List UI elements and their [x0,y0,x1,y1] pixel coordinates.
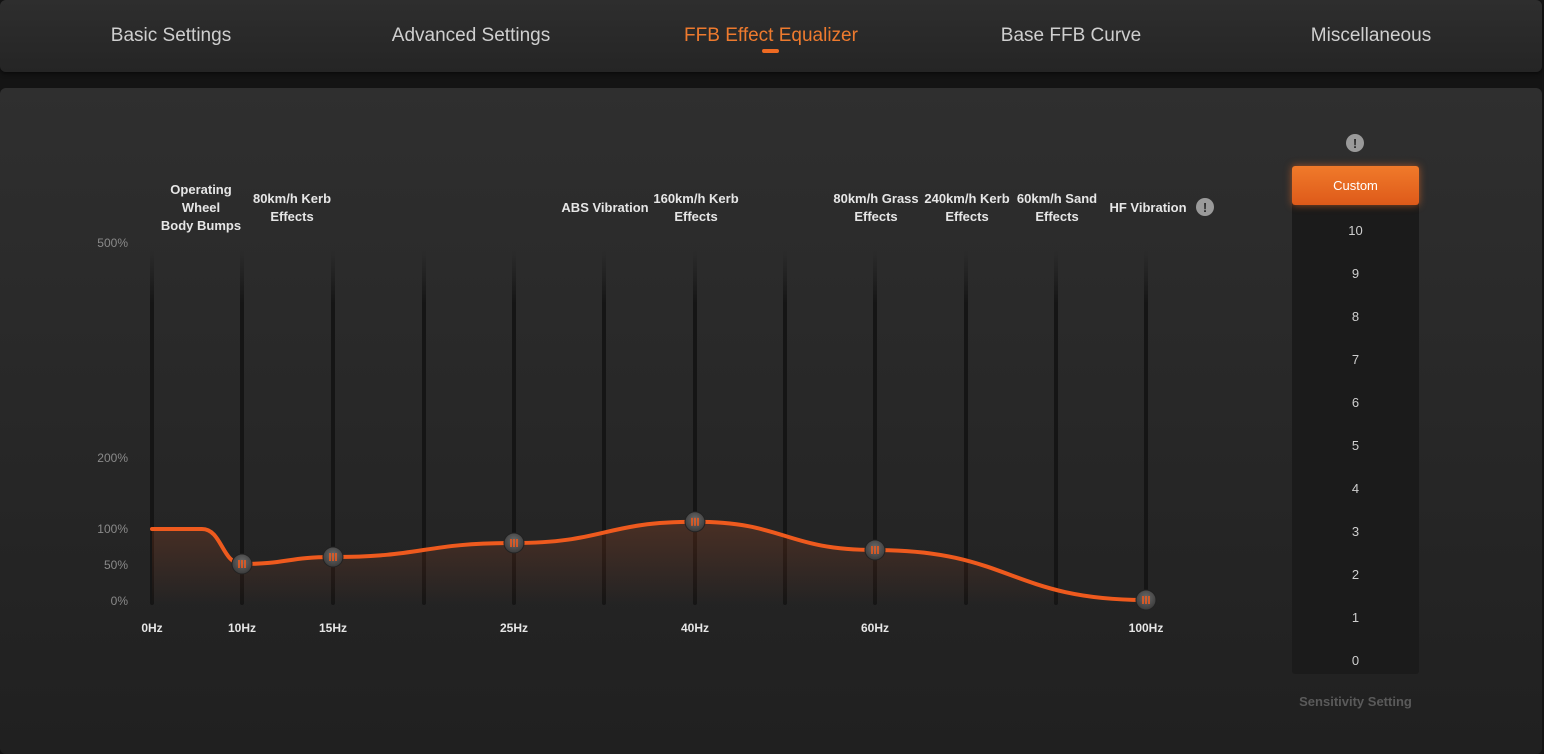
band-label-text: 80km/h Kerb Effects [252,191,332,224]
sensitivity-caption: Sensitivity Setting [1299,694,1412,709]
band-label-text: HF Vibration [1109,200,1187,215]
slider-track [331,250,335,605]
y-tick-200: 200% [97,451,128,465]
band-label-text: 80km/h Grass Effects [833,191,919,224]
band-label-text: Operating Wheel Body Bumps [160,182,242,233]
sensitivity-list [1292,166,1419,674]
tab-base-ffb-curve[interactable]: Base FFB Curve [1000,25,1142,46]
slider-track [150,250,154,605]
equalizer-curve [150,519,1148,602]
slider-track [873,250,877,605]
y-tick-500: 500% [97,236,128,250]
slider-track [602,250,606,605]
slider-track [240,250,244,605]
x-tick-40hz: 40Hz [680,621,710,635]
sensitivity-option-5[interactable]: 5 [1351,437,1360,453]
band-label-operating-wheel-body-bumps: Operating Wheel Body Bumps [161,181,241,235]
x-tick-60hz: 60Hz [860,621,890,635]
sensitivity-option-custom[interactable]: Custom [1292,166,1419,205]
band-knob[interactable] [503,532,525,554]
band-label-80kmh-grass: 80km/h Grass Effects [833,190,918,226]
band-label-text: ABS Vibration [561,200,649,215]
x-tick-100hz: 100Hz [1128,621,1164,635]
slider-track [783,250,787,605]
sensitivity-option-9[interactable]: 9 [1351,265,1360,281]
band-label-80kmh-kerb: 80km/h Kerb Effects [253,190,331,226]
band-label-text: 160km/h Kerb Effects [653,191,739,224]
sensitivity-option-2[interactable]: 2 [1351,566,1360,582]
tab-ffb-effect-equalizer[interactable]: FFB Effect Equalizer [684,25,858,46]
equalizer-panel [0,88,1542,754]
tab-miscellaneous[interactable]: Miscellaneous [1310,25,1432,46]
band-knob[interactable] [684,511,706,533]
x-tick-0hz: 0Hz [141,621,163,635]
slider-track [422,250,426,605]
band-label-abs-vibration: ABS Vibration [561,199,648,217]
band-knob[interactable] [231,553,253,575]
sensitivity-option-4[interactable]: 4 [1351,480,1360,496]
sensitivity-option-8[interactable]: 8 [1351,308,1360,324]
sensitivity-option-3[interactable]: 3 [1351,523,1360,539]
slider-track [964,250,968,605]
y-tick-0: 0% [110,594,128,608]
band-label-60kmh-sand: 60km/h Sand Effects [1017,190,1097,226]
top-tab-bar: Basic Settings Advanced Settings FFB Eff… [0,0,1542,72]
tab-basic-settings[interactable]: Basic Settings [110,25,232,46]
active-tab-indicator [762,49,779,53]
slider-track [1054,250,1058,605]
band-label-160kmh-kerb: 160km/h Kerb Effects [653,190,738,226]
band-knob[interactable] [1135,589,1157,611]
band-label-240kmh-kerb: 240km/h Kerb Effects [924,190,1009,226]
band-label-text: 60km/h Sand Effects [1016,191,1098,224]
sensitivity-option-10[interactable]: 10 [1348,222,1363,238]
sensitivity-info-icon[interactable]: ! [1346,134,1364,152]
sensitivity-option-7[interactable]: 7 [1351,351,1360,367]
slider-track [1144,250,1148,605]
sensitivity-option-1[interactable]: 1 [1351,609,1360,625]
band-label-text: 240km/h Kerb Effects [924,191,1010,224]
y-tick-100: 100% [97,522,128,536]
band-label-hf-vibration: HF Vibration [1109,199,1186,217]
sensitivity-option-0[interactable]: 0 [1351,652,1360,668]
x-tick-15hz: 15Hz [318,621,348,635]
tab-advanced-settings[interactable]: Advanced Settings [391,25,551,46]
band-knob[interactable] [322,546,344,568]
band-knob[interactable] [864,539,886,561]
sensitivity-option-6[interactable]: 6 [1351,394,1360,410]
x-tick-10hz: 10Hz [227,621,257,635]
slider-track [512,250,516,605]
x-tick-25hz: 25Hz [499,621,529,635]
y-tick-50: 50% [103,558,128,572]
curve-area-fill [152,521,1146,605]
equalizer-info-icon[interactable]: ! [1196,198,1214,216]
